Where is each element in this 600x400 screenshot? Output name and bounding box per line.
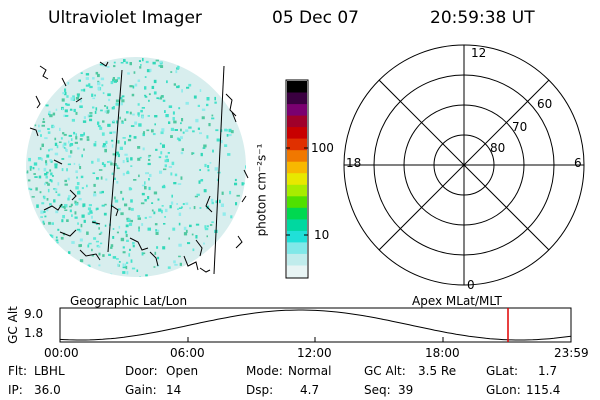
colorbar-tick-10: 10 (314, 228, 330, 242)
gc-alt-value: 3.5 Re (418, 364, 457, 378)
colorbar-cell (287, 253, 307, 266)
door-label: Door: (125, 364, 158, 378)
colorbar-cell (287, 81, 307, 93)
mode-value: Normal (288, 364, 332, 378)
altitude-plot (59, 307, 572, 343)
colorbar-cell (287, 115, 307, 128)
colorbar-cell (287, 104, 307, 117)
dsp-value: 4.7 (300, 383, 320, 397)
door-value: Open (166, 364, 199, 378)
altitude-ytick-max: 9.0 (24, 307, 44, 321)
polar-grid (343, 44, 585, 286)
mlat-label-60: 60 (537, 97, 553, 111)
mode-label: Mode: (246, 364, 283, 378)
colorbar-cell (287, 230, 307, 243)
left-panel-label: Geographic Lat/Lon (70, 294, 188, 308)
gc-alt-label: GC Alt: (364, 364, 406, 378)
ip-label: IP: (8, 383, 23, 397)
colorbar-cell (287, 196, 307, 209)
altitude-xtick: 12:00 (297, 346, 332, 360)
uv-image-disk (26, 57, 249, 277)
longitude-line (107, 69, 123, 253)
flt-value: LBHL (34, 364, 65, 378)
ip-value: 36.0 (34, 383, 61, 397)
colorbar-cell (287, 242, 307, 255)
colorbar-cell (287, 265, 307, 278)
colorbar (285, 79, 309, 279)
mlt-label-18: 18 (346, 156, 362, 170)
mlt-label-6: 6 (574, 156, 582, 170)
altitude-xtick: 23:59 (554, 346, 589, 360)
longitude-line (213, 65, 225, 275)
altitude-ylabel: GC Alt (5, 306, 20, 344)
altitude-ytick-min: 1.8 (24, 326, 44, 340)
colorbar-cell (287, 184, 307, 197)
colorbar-cell (287, 92, 307, 105)
colorbar-cell (287, 173, 307, 186)
mlat-label-70: 70 (512, 120, 528, 134)
polar-panel-label: Apex MLat/MLT (412, 294, 502, 308)
mlt-label-0: 0 (467, 278, 475, 292)
colorbar-cell (287, 138, 307, 151)
glon-value: 115.4 (526, 383, 561, 397)
gain-label: Gain: (125, 383, 157, 397)
altitude-xtick: 18:00 (425, 346, 460, 360)
altitude-xtick: 00:00 (44, 346, 79, 360)
colorbar-cell (287, 207, 307, 220)
instrument-title: Ultraviolet Imager (48, 8, 202, 28)
colorbar-cell (287, 150, 307, 163)
colorbar-cell (287, 161, 307, 174)
colorbar-unit-label: photon cm⁻²s⁻¹ (254, 143, 269, 237)
colorbar-cell (287, 127, 307, 140)
colorbar-tick-100: 100 (311, 141, 334, 155)
seq-value: 39 (398, 383, 414, 397)
glat-value: 1.7 (538, 364, 558, 378)
altitude-xtick: 06:00 (170, 346, 205, 360)
mlt-label-12: 12 (471, 46, 487, 60)
gain-value: 14 (166, 383, 182, 397)
time-label: 20:59:38 UT (430, 8, 535, 28)
mlat-label-80: 80 (490, 141, 506, 155)
seq-label: Seq: (364, 383, 391, 397)
colorbar-cell (287, 219, 307, 232)
date-label: 05 Dec 07 (272, 8, 359, 28)
flt-label: Flt: (8, 364, 27, 378)
dsp-label: Dsp: (246, 383, 274, 397)
glon-label: GLon: (486, 383, 521, 397)
glat-label: GLat: (486, 364, 519, 378)
